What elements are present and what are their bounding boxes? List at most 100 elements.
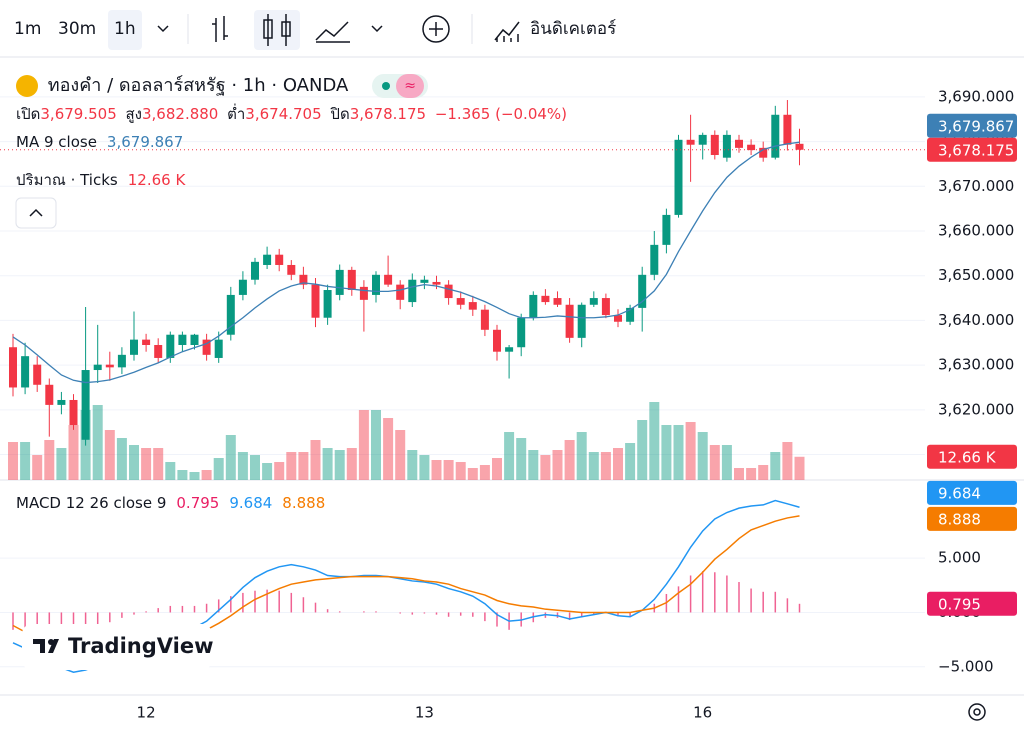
candle-body [311,284,320,318]
volume-bar [613,448,623,480]
volume-bar [274,462,285,480]
volume-bar [600,452,611,480]
candle-body [529,294,538,318]
chevron[interactable] [157,25,169,33]
candle-icon [281,21,291,37]
candle-body [226,294,235,335]
chevron[interactable] [371,25,383,33]
x-tick-label: 16 [693,704,712,722]
candle-body [517,317,526,348]
label: ปิด [330,105,350,123]
volume-bar [322,448,333,480]
value: 3,679.505 [40,105,117,123]
volume-bar [625,443,636,480]
candle-body [166,334,175,358]
value: 8.888 [282,494,326,512]
volume-bar [116,438,127,480]
candle-body [662,214,671,245]
label: ต่ำ [227,105,246,123]
interval-button[interactable]: 1m [14,19,41,39]
candle-icon [263,19,273,39]
volume-bar [104,430,115,480]
volume-bar [516,438,527,480]
volume-bar [443,460,454,480]
add-button[interactable] [422,15,450,43]
candle-body [202,339,211,355]
x-tick-label: 12 [137,704,156,722]
volume-bar [225,435,236,480]
price-tag [927,480,1017,505]
change: −1.365 (−0.04%) [434,105,568,123]
y-tick-label: −5.000 [938,657,994,675]
candle-body [287,264,296,275]
x-tick-label: 13 [415,704,434,722]
volume-bar [153,448,164,480]
active-bg [108,10,142,50]
status-pill[interactable]: ≈ [372,74,429,98]
volume-bar [165,462,176,480]
candle-body [263,254,272,265]
candle-body [444,284,453,299]
volume-bar [237,452,248,480]
price-tag-label: 3,679.867 [938,117,1014,135]
candle-body [614,315,622,322]
interval-button[interactable]: 1h [114,19,136,39]
candle-body [275,254,284,265]
ma-legend: MA 9 close 3,679.867 [16,133,187,151]
candle-body [650,244,659,275]
area-icon[interactable] [315,21,350,43]
price-tag [927,113,1017,138]
settings-icon [973,708,981,716]
label: สูง [125,105,142,123]
price-tag [927,137,1017,162]
candle-body [408,279,417,303]
candle-body [117,354,126,368]
volume-bar [721,445,732,480]
volume-bar [782,442,793,480]
candle-body [130,339,138,355]
volume-bar [334,450,345,480]
y-tick-label: 3,620.000 [938,400,1014,418]
bar-icon[interactable] [212,16,228,42]
candle-body [626,307,635,322]
volume-bar [576,432,587,480]
candle-body [735,139,743,148]
volume-bar [455,462,466,480]
candle-body [323,290,332,318]
add-icon [429,22,443,36]
indicators-button[interactable]: อินดิเคเตอร์ [530,19,616,39]
volume-legend: ปริมาณ · Ticks 12.66 K [16,168,189,192]
volume-bar [262,463,273,480]
price-tag-label: 0.795 [938,595,981,613]
volume-bar [697,432,708,480]
volume-bar [770,452,781,480]
watermark-text: TradingView [68,634,213,658]
volume-bar [44,440,55,480]
candle-body [69,399,78,426]
watermark: TradingView [22,624,213,670]
volume-bar [250,455,260,480]
candle-body [432,281,441,285]
settings-button[interactable] [968,703,986,721]
candle-body [190,334,199,345]
candle-body [384,274,393,285]
volume-bar [395,430,406,480]
interval-button[interactable]: 30m [58,19,96,39]
candle-body [674,139,683,215]
price-tag [927,444,1017,469]
active-bg [254,10,300,50]
volume-bar [758,465,769,480]
collapse-button[interactable] [15,197,57,229]
volume-bar [419,455,430,480]
volume-bar [746,468,757,480]
y-tick-label: 3,630.000 [938,356,1014,374]
price-tag [927,591,1017,616]
volume-bar [734,468,744,480]
indicator-icon[interactable] [494,21,520,42]
value: 12.66 K [127,171,186,189]
volume-bar [32,455,43,480]
volume-bar [68,425,79,480]
candle-body [57,399,66,405]
candle-body [359,286,368,300]
candle-body [81,370,90,440]
